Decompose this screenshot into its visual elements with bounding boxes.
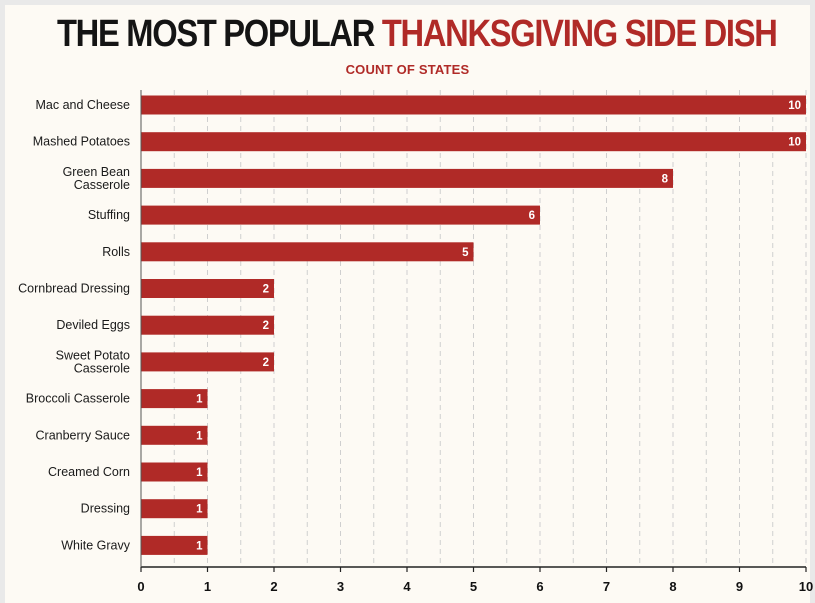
x-tick-label: 7	[603, 579, 610, 594]
category-label: Rolls	[102, 245, 130, 259]
category-label-line: Sweet Potato	[56, 348, 130, 362]
x-tick-label: 9	[736, 579, 743, 594]
bar	[141, 132, 806, 152]
bar	[141, 205, 540, 225]
bar	[141, 462, 208, 482]
category-label: Creamed Corn	[48, 465, 130, 479]
category-label-line: Creamed Corn	[48, 465, 130, 479]
x-tick-label: 4	[403, 579, 411, 594]
category-label-line: White Gravy	[61, 538, 131, 552]
value-label: 1	[196, 504, 203, 516]
bar	[141, 535, 208, 555]
category-label: Green Bean Casserole	[63, 165, 130, 192]
category-label: Mashed Potatoes	[33, 135, 130, 149]
category-label: Broccoli Casserole	[26, 392, 130, 406]
category-label-line: Cranberry Sauce	[36, 428, 131, 442]
category-label: Dressing	[81, 502, 130, 516]
category-label: White Gravy	[61, 538, 131, 552]
bar	[141, 279, 274, 298]
category-label: Deviled Eggs	[56, 318, 130, 332]
category-label-line: Mashed Potatoes	[33, 135, 130, 149]
x-tick-label: 8	[669, 579, 676, 594]
bar	[141, 315, 274, 335]
category-label: Stuffing	[88, 208, 130, 222]
bar	[141, 242, 474, 262]
x-tick-label: 10	[799, 579, 813, 594]
bar	[141, 95, 806, 115]
category-label-line: Broccoli Casserole	[26, 392, 130, 406]
chart-subtitle: COUNT OF STATES	[345, 62, 470, 77]
x-tick-label: 3	[337, 579, 344, 594]
x-tick-label: 5	[470, 579, 477, 594]
value-label: 10	[788, 137, 801, 149]
x-tick-label: 1	[204, 579, 211, 594]
value-label: 6	[529, 210, 535, 222]
category-label-line: Deviled Eggs	[56, 318, 130, 332]
value-label: 1	[196, 394, 203, 406]
category-label: Cornbread Dressing	[18, 282, 130, 296]
category-label-line: Mac and Cheese	[35, 98, 130, 112]
bar	[141, 425, 208, 445]
category-label: Sweet Potato Casserole	[56, 348, 130, 375]
value-label: 2	[263, 284, 269, 296]
x-tick-label: 2	[270, 579, 277, 594]
x-tick-label: 0	[137, 579, 144, 594]
bar	[141, 168, 673, 188]
value-label: 1	[196, 430, 203, 442]
value-label: 10	[788, 100, 801, 112]
bar	[141, 352, 274, 372]
category-label-line: Rolls	[102, 245, 130, 259]
category-label: Cranberry Sauce	[36, 428, 131, 442]
bar	[141, 389, 208, 409]
x-axis: 0 1 2 3 4 5 6 7 8 9 10	[137, 90, 813, 594]
value-label: 2	[263, 320, 269, 332]
category-label-line: Casserole	[74, 361, 130, 375]
value-label: 5	[462, 247, 469, 259]
chart-title: THE MOST POPULAR THANKSGIVING SIDE DISH	[56, 12, 778, 56]
title-part-red: THANKSGIVING SIDE DISH	[381, 13, 778, 55]
value-label: 8	[662, 173, 669, 185]
value-label: 1	[196, 467, 203, 479]
value-label: 1	[196, 540, 203, 552]
category-label-line: Cornbread Dressing	[18, 282, 130, 296]
bars: 10 10 8 6 5 2 2 2 1 1 1 1 1	[141, 95, 806, 555]
category-label-line: Dressing	[81, 502, 130, 516]
title-part-dark: THE MOST POPULAR	[56, 13, 375, 55]
value-label: 2	[263, 357, 269, 369]
category-label-line: Casserole	[74, 178, 130, 192]
category-label-line: Green Bean	[63, 165, 130, 179]
category-label: Mac and Cheese	[35, 98, 130, 112]
x-tick-label: 6	[536, 579, 543, 594]
category-label-line: Stuffing	[88, 208, 130, 222]
bar	[141, 499, 208, 519]
